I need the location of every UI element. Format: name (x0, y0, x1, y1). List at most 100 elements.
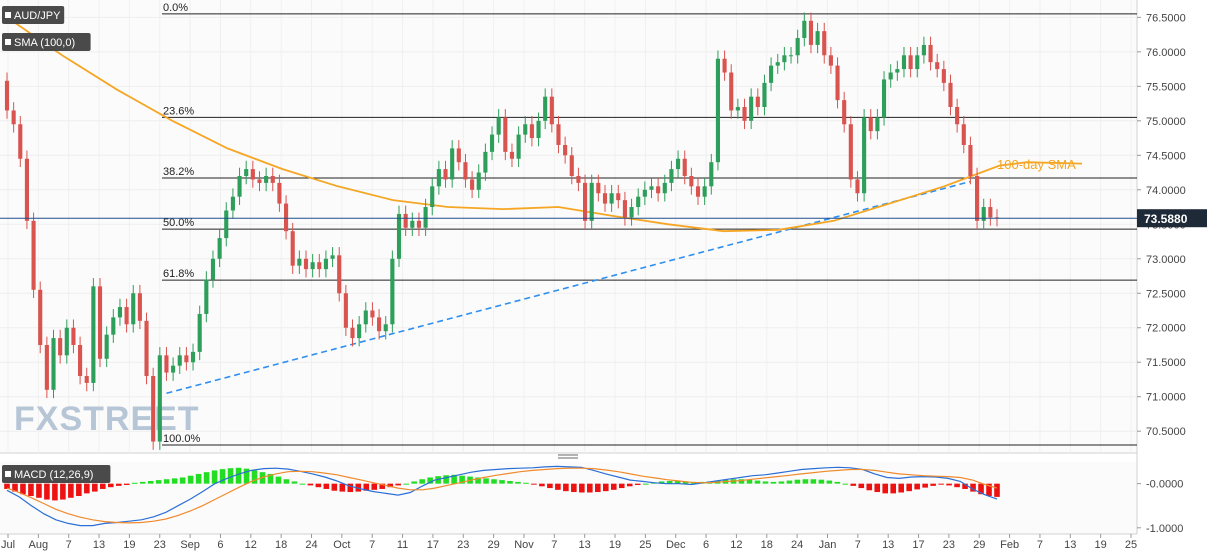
macd-histogram-bar (307, 483, 314, 486)
candle-body (523, 124, 528, 135)
candle-body (297, 258, 302, 266)
time-tick-label: 19 (1095, 539, 1107, 551)
macd-histogram-bar (626, 483, 633, 487)
candle-body (556, 124, 561, 145)
candle-body (549, 96, 554, 125)
candle-body (662, 182, 667, 194)
macd-histogram-bar (994, 483, 1000, 497)
candle-body (210, 258, 216, 280)
candle-body (941, 69, 946, 83)
candle-body (430, 186, 435, 208)
main-panel (0, 0, 1137, 453)
macd-histogram-bar (682, 481, 689, 484)
macd-histogram-bar (20, 483, 26, 495)
macd-histogram-bar (499, 480, 505, 484)
watermark-layer: FXSTREET (14, 400, 199, 438)
legend-symbol-box[interactable] (2, 6, 65, 24)
candle-body (264, 175, 269, 183)
legend-macd-box[interactable] (2, 465, 111, 483)
candle-body (676, 158, 681, 170)
fib-label: 61.8% (163, 268, 194, 280)
macd-histogram-bar (92, 483, 98, 492)
candle-body (921, 44, 926, 56)
macd-histogram-bar (571, 483, 577, 493)
macd-histogram-bar (874, 483, 881, 493)
candle-body (589, 182, 594, 221)
candle-body (489, 134, 495, 152)
macd-histogram-bar (595, 483, 601, 493)
macd-histogram-bar (802, 479, 809, 484)
macd-histogram-bar (427, 477, 433, 484)
candle-body (735, 107, 740, 111)
macd-histogram-bar (187, 475, 194, 484)
candle-body (157, 355, 162, 442)
macd-histogram-bar (331, 483, 338, 491)
candle-body (396, 213, 402, 259)
price-axis-labels: 76.5000 76.0000 75.5000 75.0000 74.5000 74.00… (0, 12, 1207, 438)
sma-annotation: 100-day SMA (997, 157, 1076, 172)
candle-body (788, 55, 794, 57)
panel-resize-handle[interactable] (558, 454, 578, 459)
macd-panel (0, 462, 1137, 534)
candle-body (695, 186, 701, 197)
macd-histogram-bar (618, 483, 625, 489)
legend-sma-box[interactable] (2, 33, 91, 51)
candle-body (815, 31, 820, 45)
fibonacci-layer: 0.0% 23.6% 38.2% 50.0% 61.8% 100.0% (162, 2, 1137, 446)
macd-histogram-bar (634, 483, 641, 485)
candle-body (383, 324, 388, 332)
macd-histogram-bar (419, 479, 425, 484)
candle-body (961, 124, 966, 145)
time-tick-label: 17 (912, 539, 924, 551)
time-tick-label: Nov (514, 539, 534, 551)
time-tick-label: 25 (639, 539, 651, 551)
candle-body (848, 124, 853, 180)
macd-histogram-bar (155, 480, 162, 484)
macd-histogram-bar (762, 481, 769, 484)
macd-histogram-bar (962, 483, 968, 489)
candle-body (317, 262, 322, 270)
time-tick-label: Sep (180, 539, 200, 551)
macd-histogram-bar (371, 483, 378, 490)
candle-body (762, 82, 767, 108)
macd-histogram-bar (443, 475, 449, 484)
macd-histogram-bar (139, 481, 146, 484)
candle-body (509, 151, 515, 159)
macd-histogram-bar (84, 483, 90, 494)
candle-body (230, 196, 235, 211)
candle-body (250, 169, 255, 180)
candle-body (682, 158, 687, 176)
candle-body (802, 20, 807, 39)
time-tick-label: 12 (245, 539, 257, 551)
macd-histogram-bar (171, 478, 178, 484)
candle-body (888, 72, 893, 80)
macd-histogram-bar (978, 483, 984, 495)
candle-body (350, 327, 355, 339)
candle-body (709, 162, 714, 187)
macd-histogram-bar (115, 483, 122, 486)
macd-histogram-bar (36, 483, 42, 498)
macd-histogram-bar (986, 483, 992, 497)
price-tick-label: 72.0000 (1146, 323, 1186, 335)
time-tick-label: 7 (1037, 539, 1043, 551)
macd-histogram-bar (243, 468, 250, 484)
candles-layer (4, 12, 1000, 450)
candle-body (609, 193, 614, 204)
macd-histogram-bar (203, 472, 210, 484)
candle-body (835, 65, 840, 101)
macd-histogram-bar (778, 481, 785, 484)
candle-body (197, 313, 202, 352)
candle-body (988, 207, 993, 218)
current-price-tag (1137, 209, 1207, 228)
macd-histogram-bar (235, 467, 242, 484)
price-tick-label: 75.0000 (1146, 116, 1186, 128)
candle-body (722, 58, 727, 73)
candle-body (190, 351, 196, 363)
macd-histogram-bar (52, 483, 58, 501)
macd-histogram-bar (459, 475, 465, 484)
candle-body (948, 82, 953, 108)
macd-histogram-bar (451, 474, 457, 484)
candle-body (64, 327, 69, 356)
macd-histogram-bar (882, 483, 889, 494)
macd-histogram-bar (379, 483, 386, 489)
